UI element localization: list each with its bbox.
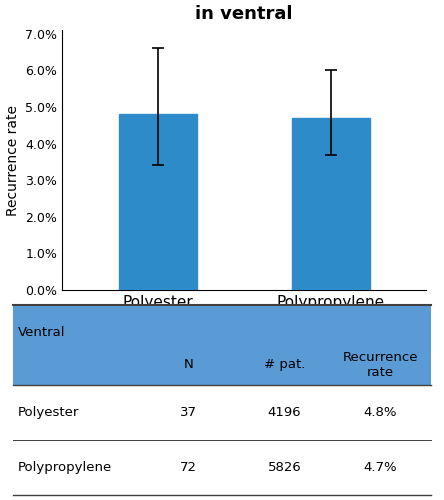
Text: 37: 37 (180, 406, 197, 419)
Title: Recurrence
in ventral: Recurrence in ventral (186, 0, 302, 23)
Text: Polyester: Polyester (17, 406, 79, 419)
Text: N: N (184, 358, 194, 372)
Text: Recurrence
rate: Recurrence rate (343, 351, 418, 379)
Bar (13, 305, 431, 385)
Y-axis label: Recurrence rate: Recurrence rate (6, 104, 20, 216)
Bar (292, 118, 370, 290)
Bar (13, 440, 431, 495)
Text: 4196: 4196 (268, 406, 301, 419)
Text: 4.8%: 4.8% (364, 406, 397, 419)
Bar (119, 114, 197, 290)
Text: # pat.: # pat. (264, 358, 305, 372)
Bar (13, 385, 431, 440)
Text: Polypropylene: Polypropylene (17, 461, 112, 474)
Text: 4.7%: 4.7% (364, 461, 397, 474)
Text: 5826: 5826 (268, 461, 301, 474)
Text: Ventral: Ventral (17, 326, 65, 340)
Text: 72: 72 (180, 461, 197, 474)
